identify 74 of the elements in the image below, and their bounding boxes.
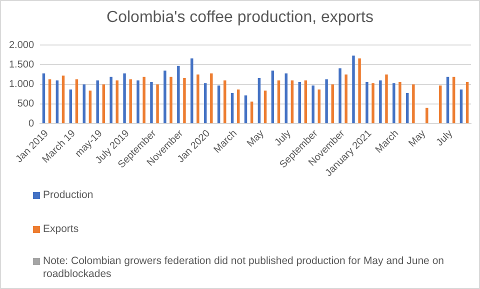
bar — [304, 80, 308, 124]
bar — [466, 82, 469, 124]
bar — [217, 86, 220, 124]
bar — [48, 79, 52, 124]
bar — [129, 79, 132, 124]
bar — [244, 95, 248, 124]
bar — [426, 108, 428, 124]
bar — [325, 79, 328, 124]
chart-title: Colombia's coffee production, exports — [106, 9, 374, 28]
bar — [338, 68, 342, 124]
bar — [264, 90, 267, 124]
bar — [250, 102, 254, 124]
y-tick-label: 1.000 — [8, 79, 34, 90]
bar — [258, 78, 261, 124]
bar — [277, 80, 280, 124]
bar — [62, 76, 65, 124]
bar — [177, 66, 180, 124]
bar — [298, 82, 301, 124]
bar — [88, 90, 92, 124]
text: Note: Colombian growers federation did not published production for May and June on roadblockades — [43, 255, 445, 281]
bar — [56, 80, 59, 124]
bar — [385, 74, 388, 124]
bar — [352, 56, 355, 124]
x-tick-label: July — [434, 128, 455, 149]
bar — [318, 89, 321, 124]
bar — [204, 83, 207, 124]
legend-label: Production — [43, 189, 94, 201]
bar — [82, 84, 86, 124]
bar — [156, 84, 159, 124]
bar — [366, 82, 368, 124]
bar — [116, 80, 118, 124]
x-tick-label: May — [245, 128, 266, 150]
bar — [379, 80, 382, 124]
bar — [398, 82, 402, 124]
bar — [210, 73, 213, 124]
bar — [75, 79, 78, 124]
bar — [42, 73, 46, 124]
bar — [123, 73, 126, 124]
bar — [230, 92, 234, 124]
bar — [271, 70, 274, 124]
y-tick-label: 500 — [17, 98, 34, 110]
y-tick-label: 1.500 — [8, 59, 34, 70]
bar — [406, 92, 409, 124]
bar — [290, 80, 294, 124]
bar — [142, 76, 146, 124]
bar — [164, 70, 166, 124]
bar — [96, 80, 99, 124]
bar — [110, 76, 112, 124]
bar — [236, 89, 240, 124]
bar — [190, 58, 194, 124]
bar — [446, 76, 450, 124]
bar — [69, 89, 72, 124]
x-tick-label: May — [406, 128, 428, 150]
bar — [136, 80, 140, 124]
bar — [358, 58, 361, 124]
bar — [170, 76, 172, 124]
bar — [331, 84, 334, 124]
bar — [312, 86, 314, 124]
bar — [344, 74, 348, 124]
y-tick-label: 2.000 — [8, 40, 34, 51]
y-tick-label: 0 — [28, 118, 34, 130]
bar — [412, 84, 415, 124]
bar — [183, 78, 186, 124]
bar — [392, 83, 396, 124]
bar — [102, 84, 106, 124]
bar — [460, 89, 463, 124]
bar — [196, 74, 200, 124]
bar — [438, 86, 442, 124]
legend-label: Exports — [43, 223, 79, 235]
bar — [452, 76, 456, 124]
bar — [284, 73, 288, 124]
bar — [150, 82, 153, 124]
bar — [224, 80, 226, 124]
bar — [372, 83, 374, 124]
